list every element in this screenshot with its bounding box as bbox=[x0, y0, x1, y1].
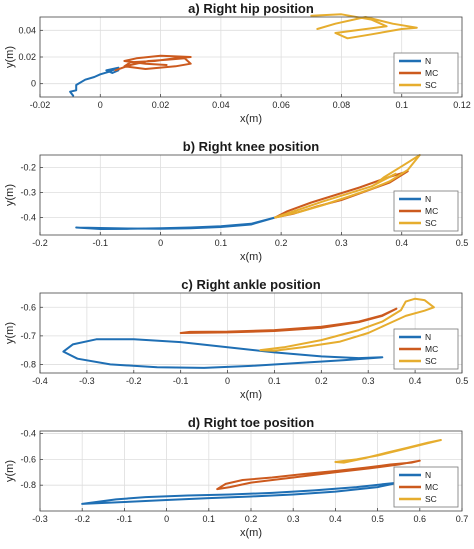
x-tick-label: 0.1 bbox=[215, 238, 228, 248]
x-tick-label: 0.7 bbox=[456, 514, 469, 524]
legend-entry: SC bbox=[425, 80, 437, 90]
legend-entry: SC bbox=[425, 494, 437, 504]
x-axis-label: x(m) bbox=[240, 389, 262, 401]
series-line-sc bbox=[334, 439, 442, 464]
chart-title: a) Right hip position bbox=[188, 1, 314, 16]
series-line-n bbox=[62, 338, 384, 369]
legend: N MC SC bbox=[393, 190, 459, 232]
legend-entry: MC bbox=[425, 344, 438, 354]
y-tick-label: 0 bbox=[31, 79, 36, 89]
y-tick-label: -0.6 bbox=[20, 302, 36, 312]
y-tick-label: -0.3 bbox=[20, 188, 36, 198]
x-tick-label: 0.08 bbox=[333, 100, 351, 110]
legend: N MC SC bbox=[393, 328, 459, 370]
axes-box bbox=[39, 292, 463, 374]
x-tick-label: -0.1 bbox=[117, 514, 133, 524]
x-tick-label: 0.6 bbox=[414, 514, 427, 524]
x-tick-label: 0.12 bbox=[453, 100, 471, 110]
x-tick-label: 0.1 bbox=[395, 100, 408, 110]
chart-panel-4: -0.3 -0.2 -0.1 0 0.1 0.2 0.3 0.4 0.5 0.6 0.7 -0.8 -0… bbox=[4, 415, 468, 539]
x-tick-label: -0.1 bbox=[93, 238, 109, 248]
x-tick-label: 0 bbox=[164, 514, 169, 524]
legend-entry: N bbox=[425, 194, 431, 204]
x-tick-label: -0.02 bbox=[30, 100, 51, 110]
axes-box bbox=[39, 154, 463, 236]
x-tick-label: -0.1 bbox=[173, 376, 189, 386]
x-axis-label: x(m) bbox=[240, 527, 262, 539]
x-tick-label: 0.5 bbox=[371, 514, 384, 524]
chart-panel-1: -0.02 0 0.02 0.04 0.06 0.08 0.1 0.12 0 0.02 0.04 a)… bbox=[4, 1, 471, 125]
series-line-mc bbox=[216, 459, 421, 491]
x-tick-label: 0.4 bbox=[395, 238, 408, 248]
x-axis-label: x(m) bbox=[240, 251, 262, 263]
chart-title: d) Right toe position bbox=[188, 415, 314, 430]
x-tick-label: 0.5 bbox=[456, 376, 469, 386]
x-tick-label: -0.4 bbox=[32, 376, 48, 386]
legend-entry: MC bbox=[425, 206, 438, 216]
chart-title: b) Right knee position bbox=[183, 139, 320, 154]
y-tick-label: -0.7 bbox=[20, 331, 36, 341]
y-tick-label: -0.8 bbox=[20, 480, 36, 490]
y-tick-label: 0.04 bbox=[18, 25, 36, 35]
chart-title: c) Right ankle position bbox=[181, 277, 320, 292]
legend: N MC SC bbox=[393, 52, 459, 94]
series-line-sc bbox=[259, 297, 435, 352]
x-tick-label: 0 bbox=[225, 376, 230, 386]
x-tick-label: 0.2 bbox=[315, 376, 328, 386]
x-tick-label: 0.2 bbox=[275, 238, 288, 248]
x-tick-label: 0 bbox=[158, 238, 163, 248]
x-tick-label: 0.02 bbox=[152, 100, 170, 110]
x-tick-label: 0.5 bbox=[456, 238, 469, 248]
x-tick-label: 0.3 bbox=[362, 376, 375, 386]
x-tick-label: -0.2 bbox=[32, 238, 48, 248]
y-axis-label: y(m) bbox=[4, 46, 16, 68]
x-axis-label: x(m) bbox=[240, 113, 262, 125]
x-tick-label: 0.3 bbox=[287, 514, 300, 524]
x-tick-label: 0.2 bbox=[245, 514, 258, 524]
x-tick-label: 0.4 bbox=[409, 376, 422, 386]
legend: N MC SC bbox=[393, 466, 459, 508]
x-tick-label: 0.3 bbox=[335, 238, 348, 248]
x-tick-label: 0 bbox=[98, 100, 103, 110]
series-line-sc bbox=[274, 154, 421, 219]
y-axis-label: y(m) bbox=[4, 460, 16, 482]
plot-area bbox=[40, 293, 462, 373]
legend-entry: N bbox=[425, 332, 431, 342]
y-tick-label: -0.8 bbox=[20, 359, 36, 369]
legend-entry: N bbox=[425, 56, 431, 66]
series-line-n bbox=[69, 66, 120, 97]
series-line-n bbox=[81, 481, 400, 505]
legend-entry: MC bbox=[425, 482, 438, 492]
x-tick-label: 0.1 bbox=[268, 376, 281, 386]
legend-entry: N bbox=[425, 470, 431, 480]
series-line-sc bbox=[310, 13, 418, 40]
x-tick-label: -0.2 bbox=[126, 376, 142, 386]
y-tick-label: -0.2 bbox=[20, 163, 36, 173]
legend-entry: SC bbox=[425, 356, 437, 366]
legend-entry: SC bbox=[425, 218, 437, 228]
chart-panel-2: -0.2 -0.1 0 0.1 0.2 0.3 0.4 0.5 -0.4 -0.3 -0.2 b) R… bbox=[4, 139, 468, 263]
legend-entry: MC bbox=[425, 68, 438, 78]
x-tick-label: 0.04 bbox=[212, 100, 230, 110]
x-tick-label: 0.06 bbox=[272, 100, 290, 110]
y-tick-label: -0.4 bbox=[20, 429, 36, 439]
series-line-mc bbox=[114, 54, 192, 72]
y-axis-label: y(m) bbox=[4, 322, 16, 344]
x-tick-label: 0.1 bbox=[203, 514, 216, 524]
x-tick-label: 0.4 bbox=[329, 514, 342, 524]
y-axis-label: y(m) bbox=[4, 184, 16, 206]
plot-area bbox=[40, 155, 462, 235]
y-tick-label: -0.4 bbox=[20, 213, 36, 223]
y-tick-label: 0.02 bbox=[18, 52, 36, 62]
chart-panel-3: -0.4 -0.3 -0.2 -0.1 0 0.1 0.2 0.3 0.4 0.5 -0.8 -0.7… bbox=[4, 277, 468, 401]
x-tick-label: -0.2 bbox=[74, 514, 90, 524]
y-tick-label: -0.6 bbox=[20, 454, 36, 464]
series-line-mc bbox=[179, 307, 398, 334]
x-tick-label: -0.3 bbox=[32, 514, 48, 524]
x-tick-label: -0.3 bbox=[79, 376, 95, 386]
